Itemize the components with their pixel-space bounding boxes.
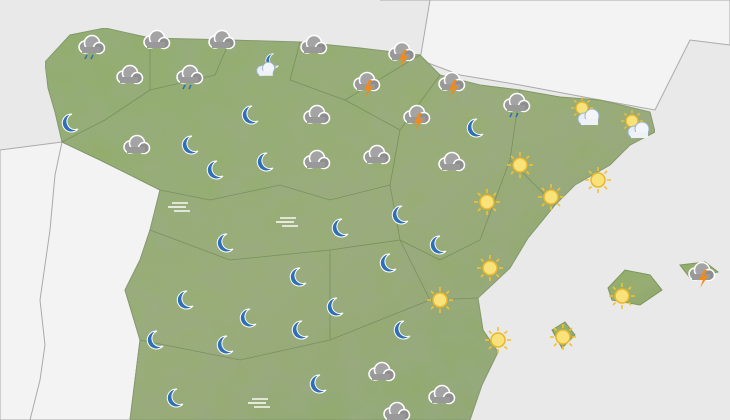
portugal-coast	[29, 141, 63, 420]
france	[380, 0, 730, 111]
spain	[44, 27, 656, 420]
